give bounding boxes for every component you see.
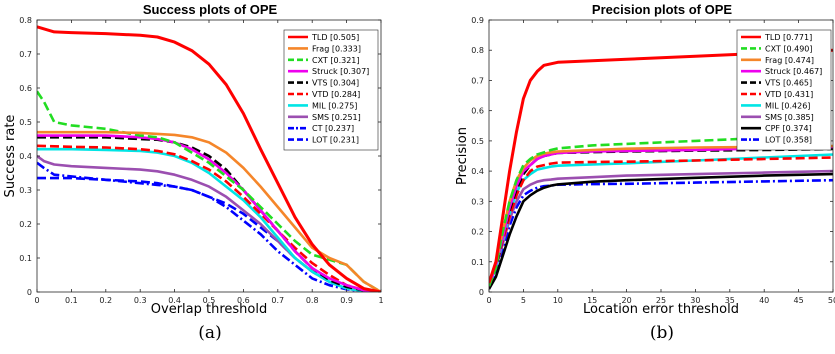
y-tick-label: 0.5	[471, 137, 484, 146]
chart-panel-precision: 0 5 10 15 20 25 30 35 40 45 50 0 0.1 0.2 0.3 0.4 0.5 0.6 0…	[455, 2, 835, 343]
legend-entry: Frag [0.474]	[765, 56, 814, 65]
y-tick-label: 0.6	[19, 84, 32, 93]
series-line-0	[37, 25, 381, 292]
legend-entry: CXT [0.321]	[312, 56, 360, 65]
x-tick-label: 25	[656, 296, 666, 305]
legend-entry: MIL [0.426]	[765, 101, 810, 110]
legend-entry: VTD [0.284]	[312, 90, 360, 99]
y-tick-label: 0.1	[471, 258, 484, 267]
legend: TLD [0.505] Frag [0.333] CXT [0.321] Struck…	[283, 29, 379, 151]
x-tick-label: 0.6	[237, 296, 250, 305]
series-line-1	[37, 130, 381, 292]
panel-caption: (b)	[650, 323, 674, 343]
chart-panel-success: 0 0.1 0.2 0.3 0.4 0.5 0.6 0.7 0.8 0.9 1 0 0.1 0.2 0.3 0…	[3, 2, 384, 343]
y-tick-label: 0.2	[471, 228, 484, 237]
x-tick-label: 5	[521, 296, 526, 305]
legend-entry: SMS [0.251]	[312, 113, 361, 122]
series-line-1	[489, 133, 833, 287]
x-tick-label: 20	[622, 296, 632, 305]
y-tick-label: 0	[479, 288, 484, 297]
legend-entry: CPF [0.374]	[765, 124, 812, 133]
legend-entry: VTD [0.431]	[765, 90, 813, 99]
y-tick-label: 0.6	[471, 107, 484, 116]
x-tick-label: 0.2	[99, 296, 112, 305]
chart-title: Success plots of OPE	[143, 2, 278, 17]
x-tick-label: 0.1	[65, 296, 78, 305]
series-line-3	[37, 134, 381, 292]
x-tick-label: 35	[725, 296, 735, 305]
y-tick-label: 0.9	[471, 16, 484, 25]
x-axis-label: Location error threshold	[583, 302, 739, 317]
y-axis-label: Success rate	[3, 115, 18, 198]
legend-entry: CT [0.237]	[312, 124, 354, 133]
series-line-7	[37, 154, 381, 292]
x-tick-label: 0	[486, 296, 491, 305]
legend-entry: VTS [0.465]	[765, 79, 812, 88]
series-line-9	[489, 178, 833, 290]
legend-box	[736, 29, 832, 151]
legend-entry: LOT [0.231]	[312, 136, 359, 145]
y-tick-label: 0.3	[19, 186, 32, 195]
x-tick-label: 15	[587, 296, 597, 305]
legend-entry: SMS [0.385]	[765, 113, 814, 122]
series-line-8	[489, 172, 833, 290]
series-line-6	[37, 147, 381, 292]
y-tick-label: 0.2	[19, 220, 32, 229]
x-tick-label: 10	[553, 296, 563, 305]
legend-entry: Struck [0.307]	[312, 67, 369, 76]
x-axis-label: Overlap threshold	[151, 302, 267, 317]
y-tick-label: 0.7	[471, 76, 484, 85]
y-tick-label: 0.4	[471, 167, 484, 176]
x-tick-label: 0.9	[340, 296, 353, 305]
y-axis-label: Precision	[455, 127, 470, 185]
x-tick-label: 0.3	[134, 296, 147, 305]
legend-entry: LOT [0.358]	[765, 136, 812, 145]
x-tick-label: 50	[828, 296, 835, 305]
x-tick-label: 30	[690, 296, 700, 305]
legend-entry: Struck [0.467]	[765, 67, 822, 76]
y-tick-label: 0.4	[19, 152, 32, 161]
x-tick-label: 1	[378, 296, 383, 305]
legend-entry: Frag [0.333]	[312, 44, 361, 53]
y-tick-label: 0.1	[19, 254, 32, 263]
legend-entry: VTS [0.304]	[312, 79, 359, 88]
y-tick-label: 0.7	[19, 50, 32, 59]
x-tick-label: 45	[794, 296, 804, 305]
legend-entry: CXT [0.490]	[765, 44, 813, 53]
series-line-2	[37, 90, 381, 292]
x-tick-label: 0.8	[306, 296, 319, 305]
x-tick-label: 0.4	[168, 296, 181, 305]
y-tick-label: 0.3	[471, 197, 484, 206]
legend: TLD [0.771] CXT [0.490] Frag [0.474] Struck…	[736, 29, 832, 151]
x-tick-label: 0.5	[203, 296, 216, 305]
chart-title: Precision plots of OPE	[592, 2, 732, 17]
x-tick-label: 40	[759, 296, 769, 305]
series-line-5	[489, 156, 833, 287]
series-line-9	[37, 176, 381, 292]
y-tick-label: 0.8	[471, 46, 484, 55]
x-tick-label: 0.7	[271, 296, 284, 305]
y-tick-label: 0.5	[19, 118, 32, 127]
x-tick-label: 0	[34, 296, 39, 305]
legend-entry: TLD [0.771]	[764, 33, 812, 42]
y-tick-label: 0	[27, 288, 32, 297]
series-line-5	[37, 144, 381, 292]
legend-entry: MIL [0.275]	[312, 101, 357, 110]
series-line-8	[37, 161, 381, 292]
y-tick-label: 0.8	[19, 16, 32, 25]
legend-box	[283, 29, 379, 151]
series-line-0	[489, 48, 833, 284]
panel-caption: (a)	[198, 323, 221, 343]
series-line-3	[489, 145, 833, 287]
legend-entry: TLD [0.505]	[311, 33, 359, 42]
